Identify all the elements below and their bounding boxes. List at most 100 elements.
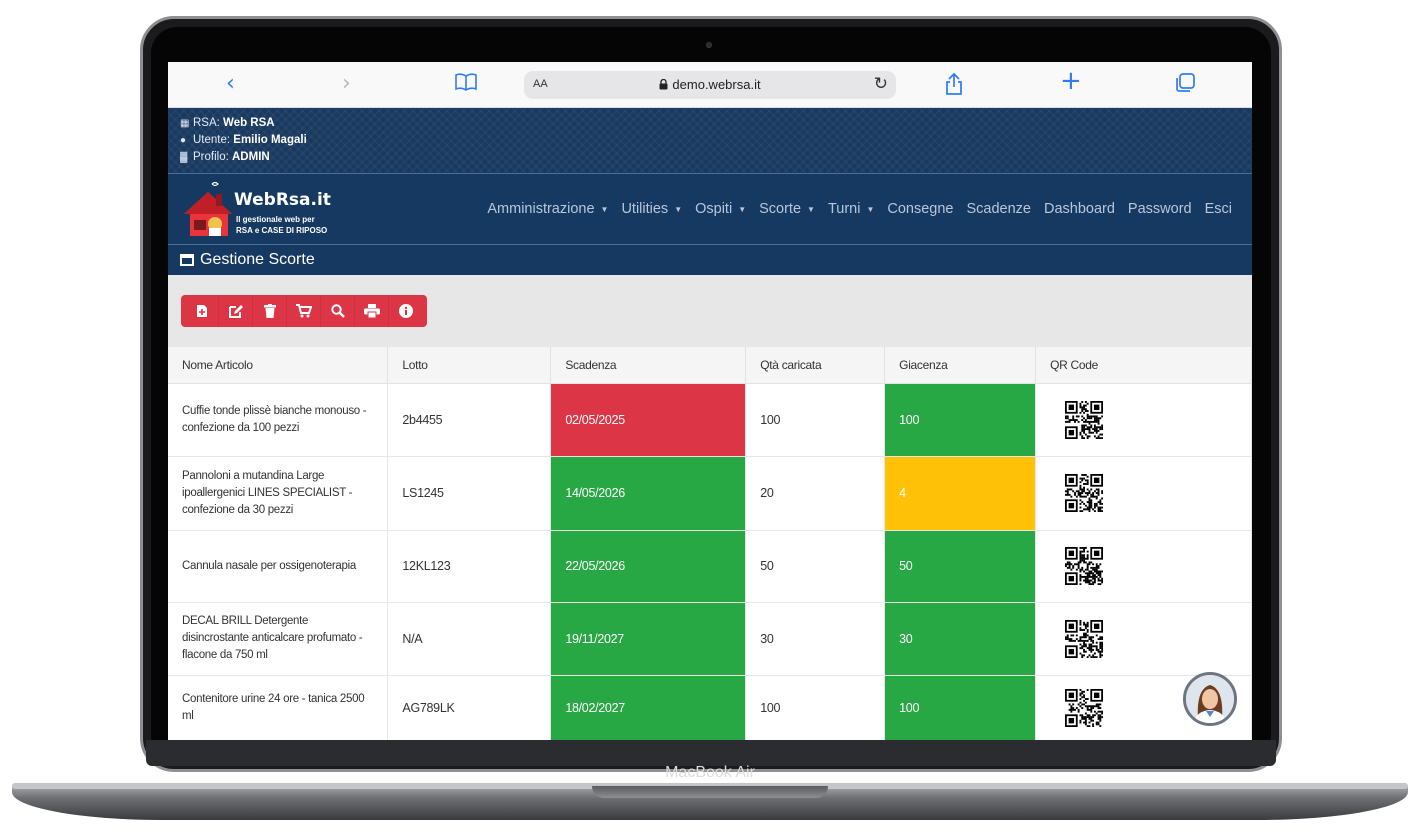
cell-qty-loaded: 100 bbox=[745, 675, 886, 740]
print-icon bbox=[363, 304, 380, 318]
nav-item-label: Scadenze bbox=[966, 201, 1031, 217]
cart-button[interactable] bbox=[287, 295, 321, 327]
qr-code[interactable] bbox=[1060, 395, 1109, 444]
qr-code[interactable] bbox=[1060, 469, 1109, 517]
print-button[interactable] bbox=[355, 295, 389, 327]
caret-down-icon: ▼ bbox=[866, 204, 875, 214]
action-toolbar bbox=[181, 295, 427, 327]
main-navbar: WebRsa.it Il gestionale web per RSA e CAS… bbox=[168, 174, 1252, 245]
house-logo-icon[interactable] bbox=[182, 180, 234, 238]
rsa-info: ▦ RSA: Web RSA bbox=[180, 115, 1240, 132]
qr-code[interactable] bbox=[1060, 684, 1109, 732]
chevron-right-icon[interactable]: › bbox=[342, 71, 351, 96]
cell-qr-code bbox=[1035, 456, 1252, 531]
caret-down-icon: ▼ bbox=[807, 204, 815, 214]
page-title: Gestione Scorte bbox=[200, 251, 315, 268]
edit-icon bbox=[228, 304, 243, 318]
table-row[interactable]: Cuffie tonde plissè bianche monouso - co… bbox=[168, 383, 1252, 457]
profile-label: Profilo: bbox=[193, 151, 229, 163]
qr-code-icon bbox=[1065, 619, 1104, 658]
info-icon bbox=[399, 304, 413, 318]
qr-code-icon bbox=[1065, 474, 1104, 513]
caret-down-icon: ▼ bbox=[600, 204, 609, 214]
trash-icon bbox=[263, 304, 276, 318]
chevron-left-icon[interactable]: ‹ bbox=[226, 71, 235, 96]
table-row[interactable]: Pannoloni a mutandina Large ipoallergeni… bbox=[168, 456, 1252, 531]
cell-qr-code bbox=[1035, 530, 1252, 603]
nav-item-password[interactable]: Password bbox=[1128, 201, 1192, 217]
column-header-stock[interactable]: Giacenza bbox=[884, 347, 1037, 384]
cell-qty-loaded: 50 bbox=[745, 530, 886, 603]
table-row[interactable]: DECAL BRILL Detergente disincrostante an… bbox=[168, 602, 1252, 676]
nav-item-esci[interactable]: Esci bbox=[1205, 201, 1232, 217]
cell-qr-code bbox=[1035, 383, 1252, 457]
nav-item-turni[interactable]: Turni ▼ bbox=[828, 201, 874, 217]
cell-stock: 4 bbox=[884, 456, 1037, 531]
book-icon[interactable] bbox=[454, 72, 478, 100]
reload-icon[interactable]: ↻ bbox=[873, 74, 888, 94]
building-icon: ▦ bbox=[180, 118, 190, 129]
caret-down-icon: ▼ bbox=[738, 204, 747, 214]
screen: ‹ › AA demo.webrsa.it ↻ + ▦ RSA: Web RSA … bbox=[168, 62, 1252, 740]
users-icon: ▓ bbox=[180, 152, 188, 163]
nav-item-scorte[interactable]: Scorte ▼ bbox=[759, 201, 815, 217]
cell-stock: 100 bbox=[884, 675, 1037, 740]
qr-code-icon bbox=[1065, 400, 1104, 439]
nav-menu: Amministrazione ▼ Utilities ▼ Ospiti ▼ Scorte ▼… bbox=[487, 201, 1232, 217]
archive-icon bbox=[180, 254, 194, 266]
column-header-lot[interactable]: Lotto bbox=[387, 347, 552, 384]
tabs-icon[interactable] bbox=[1174, 72, 1196, 102]
qr-code-icon bbox=[1065, 547, 1104, 586]
new-file-button[interactable] bbox=[185, 295, 219, 327]
inventory-table: Nome Articolo Lotto Scadenza Qtà caricat… bbox=[168, 347, 1252, 740]
info-button[interactable] bbox=[389, 295, 423, 327]
cell-lot: AG789LK bbox=[387, 675, 552, 740]
search-button[interactable] bbox=[321, 295, 355, 327]
column-header-expiry[interactable]: Scadenza bbox=[550, 347, 747, 384]
brand-tagline: Il gestionale web per RSA e CASE DI RIPOS… bbox=[236, 214, 327, 236]
toolbar-area bbox=[168, 275, 1252, 347]
nav-item-label: Scorte bbox=[759, 201, 802, 217]
share-icon[interactable] bbox=[944, 72, 964, 104]
nav-item-label: Amministrazione bbox=[487, 201, 595, 217]
assistant-avatar-button[interactable] bbox=[1183, 672, 1237, 726]
cell-lot: LS1245 bbox=[387, 456, 552, 531]
reader-aa-button[interactable]: AA bbox=[533, 78, 548, 90]
rsa-label: RSA: bbox=[193, 117, 220, 129]
table-row[interactable]: Contenitore urine 24 ore - tanica 2500 m… bbox=[168, 675, 1252, 740]
qr-code[interactable] bbox=[1060, 542, 1109, 590]
cell-qty-loaded: 20 bbox=[745, 456, 886, 531]
nav-item-ospiti[interactable]: Ospiti ▼ bbox=[695, 201, 746, 217]
search-icon bbox=[330, 304, 345, 318]
nav-item-dashboard[interactable]: Dashboard bbox=[1044, 201, 1115, 217]
plus-icon[interactable]: + bbox=[1060, 66, 1082, 96]
address-bar[interactable]: AA demo.webrsa.it ↻ bbox=[524, 71, 896, 99]
table-header-row: Nome Articolo Lotto Scadenza Qtà caricat… bbox=[168, 347, 1252, 384]
delete-button[interactable] bbox=[253, 295, 287, 327]
nav-item-consegne[interactable]: Consegne bbox=[887, 201, 953, 217]
cell-expiry-date: 19/11/2027 bbox=[550, 602, 747, 676]
device-label: MacBook Air bbox=[665, 764, 755, 781]
edit-button[interactable] bbox=[219, 295, 253, 327]
nav-item-utilities[interactable]: Utilities ▼ bbox=[621, 201, 682, 217]
column-header-qr: QR Code bbox=[1035, 347, 1252, 384]
cell-item-name: DECAL BRILL Detergente disincrostante an… bbox=[168, 602, 389, 676]
nav-item-scadenze[interactable]: Scadenze bbox=[966, 201, 1031, 217]
nav-item-amministrazione[interactable]: Amministrazione ▼ bbox=[487, 201, 608, 217]
nav-item-label: Turni bbox=[827, 201, 861, 217]
user-icon: ● bbox=[180, 135, 187, 146]
lock-icon bbox=[659, 78, 668, 90]
column-header-name[interactable]: Nome Articolo bbox=[168, 347, 389, 384]
user-value: Emilio Magali bbox=[233, 134, 307, 146]
cell-item-name: Pannoloni a mutandina Large ipoallergeni… bbox=[168, 456, 389, 531]
column-header-qty-loaded[interactable]: Qtà caricata bbox=[745, 347, 886, 384]
laptop-chin bbox=[146, 740, 1276, 766]
qr-code[interactable] bbox=[1060, 614, 1109, 663]
brand-name[interactable]: WebRsa.it bbox=[234, 190, 331, 210]
nav-item-label: Consegne bbox=[887, 201, 954, 217]
table-row[interactable]: Cannula nasale per ossigenoterapia 12KL12… bbox=[168, 530, 1252, 603]
brand-tagline-line1: Il gestionale web per bbox=[236, 215, 315, 224]
qr-code-icon bbox=[1065, 689, 1104, 728]
cell-item-name: Cannula nasale per ossigenoterapia bbox=[168, 530, 389, 603]
browser-toolbar: ‹ › AA demo.webrsa.it ↻ + bbox=[168, 62, 1252, 108]
